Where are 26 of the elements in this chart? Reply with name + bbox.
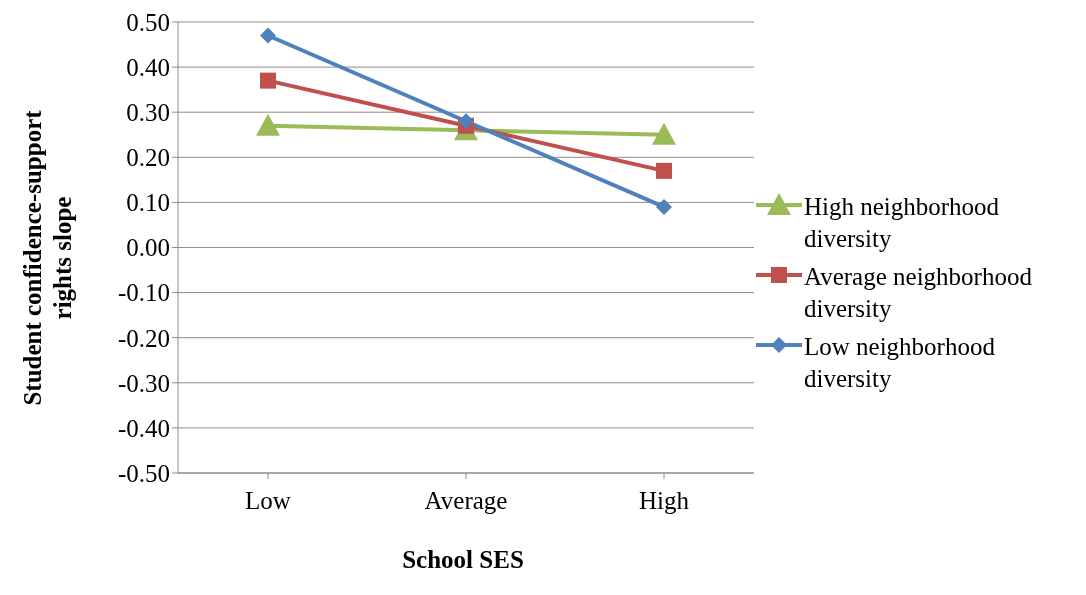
y-axis-title: Student confidence-support rights slope — [18, 109, 77, 408]
point — [256, 113, 280, 136]
y-tick-label: -0.30 — [117, 369, 170, 397]
x-tick-label: Low — [245, 486, 291, 514]
point — [652, 122, 676, 145]
y-tick-label: 0.40 — [126, 53, 170, 81]
x-tick-label: Average — [424, 486, 508, 514]
y-tick-label: -0.20 — [117, 324, 170, 352]
point — [458, 113, 474, 130]
point — [656, 162, 672, 179]
y-tick-label: 0.10 — [126, 189, 170, 217]
legend-label: Low neighborhood diversity — [804, 331, 996, 394]
legend-label: Average neighborhood diversity — [804, 261, 1033, 324]
y-tick-label: 0.20 — [126, 144, 170, 172]
y-tick-label: -0.40 — [117, 414, 170, 442]
x-axis-title: School SES — [401, 546, 525, 574]
y-tick-label: 0.00 — [126, 234, 170, 262]
point — [260, 27, 276, 44]
point — [656, 198, 672, 215]
y-tick-label: -0.10 — [117, 279, 170, 307]
y-tick-label: 0.30 — [126, 99, 170, 127]
y-tick-label: 0.50 — [126, 8, 170, 36]
x-tick-label: High — [639, 486, 690, 514]
point — [260, 72, 276, 89]
y-tick-label: -0.50 — [117, 459, 170, 487]
legend-label: High neighborhood diversity — [804, 191, 1001, 254]
